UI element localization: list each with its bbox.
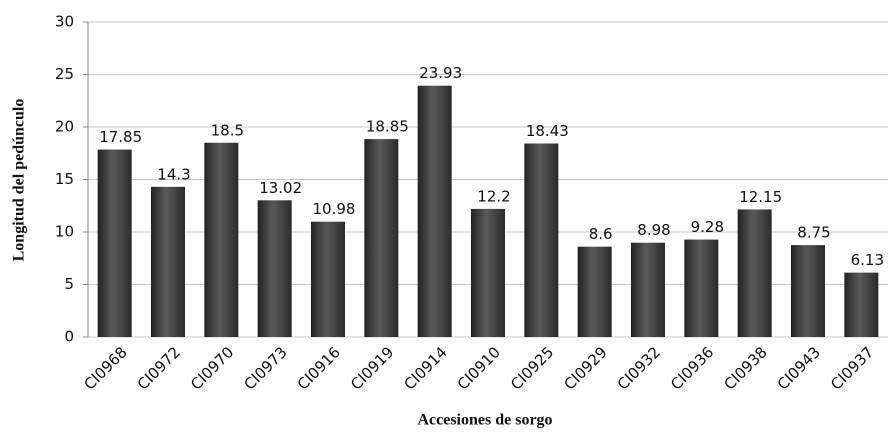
x-tick-label: CI0970 <box>187 343 237 393</box>
value-label: 13.02 <box>259 179 302 197</box>
y-tick-label: 5 <box>64 275 74 293</box>
value-label: 8.98 <box>637 221 670 239</box>
x-tick-label: CI0938 <box>720 343 770 393</box>
value-label: 10.98 <box>313 200 356 218</box>
x-tick-label: CI0925 <box>507 343 557 393</box>
x-tick-label: CI0916 <box>294 343 344 393</box>
y-tick-label: 0 <box>64 328 74 346</box>
x-tick-label: CI0943 <box>774 343 824 393</box>
value-label: 18.43 <box>526 122 569 140</box>
y-tick-label: 20 <box>55 118 74 136</box>
value-label: 6.13 <box>851 251 884 269</box>
y-tick-label: 30 <box>55 13 74 31</box>
bar <box>97 149 132 337</box>
bar <box>631 242 665 337</box>
bar <box>204 142 239 337</box>
x-tick-label: CI0937 <box>827 343 877 393</box>
bar <box>364 139 399 337</box>
value-label: 18.85 <box>366 118 409 136</box>
value-label: 23.93 <box>419 64 462 82</box>
x-tick-label: CI0929 <box>560 343 610 393</box>
value-label: 9.28 <box>691 218 724 236</box>
value-label: 14.3 <box>157 165 190 183</box>
bar <box>684 239 719 337</box>
bar <box>577 246 612 337</box>
x-tick-label: CI0932 <box>614 343 664 393</box>
y-tick-label: 25 <box>55 65 74 83</box>
x-tick-label: CI0936 <box>667 343 717 393</box>
value-label: 8.6 <box>589 225 613 243</box>
x-tick-label: CI0968 <box>80 343 130 393</box>
x-axis-title: Accesiones de sorgo <box>417 412 552 429</box>
value-label: 17.85 <box>99 128 142 146</box>
x-tick-label: CI0919 <box>347 343 397 393</box>
bar <box>417 85 452 337</box>
value-label: 12.15 <box>739 188 782 206</box>
value-label: 18.5 <box>211 121 244 139</box>
x-tick-label: CI0972 <box>134 343 184 393</box>
bar <box>791 245 825 337</box>
y-axis-title: Longitud del pedúnculo <box>11 99 28 262</box>
value-label: 8.75 <box>797 224 830 242</box>
y-tick-label: 15 <box>55 170 74 188</box>
bar <box>151 186 185 337</box>
x-tick-label: CI0914 <box>400 343 450 393</box>
x-tick-label: CI0910 <box>454 343 504 393</box>
bar <box>311 221 345 337</box>
bar <box>524 143 559 337</box>
bar <box>844 272 879 337</box>
bar <box>257 200 292 337</box>
value-label: 12.2 <box>477 187 510 205</box>
bar <box>737 209 772 337</box>
x-tick-label: CI0973 <box>240 343 290 393</box>
y-tick-label: 10 <box>55 223 74 241</box>
bar <box>471 208 505 337</box>
